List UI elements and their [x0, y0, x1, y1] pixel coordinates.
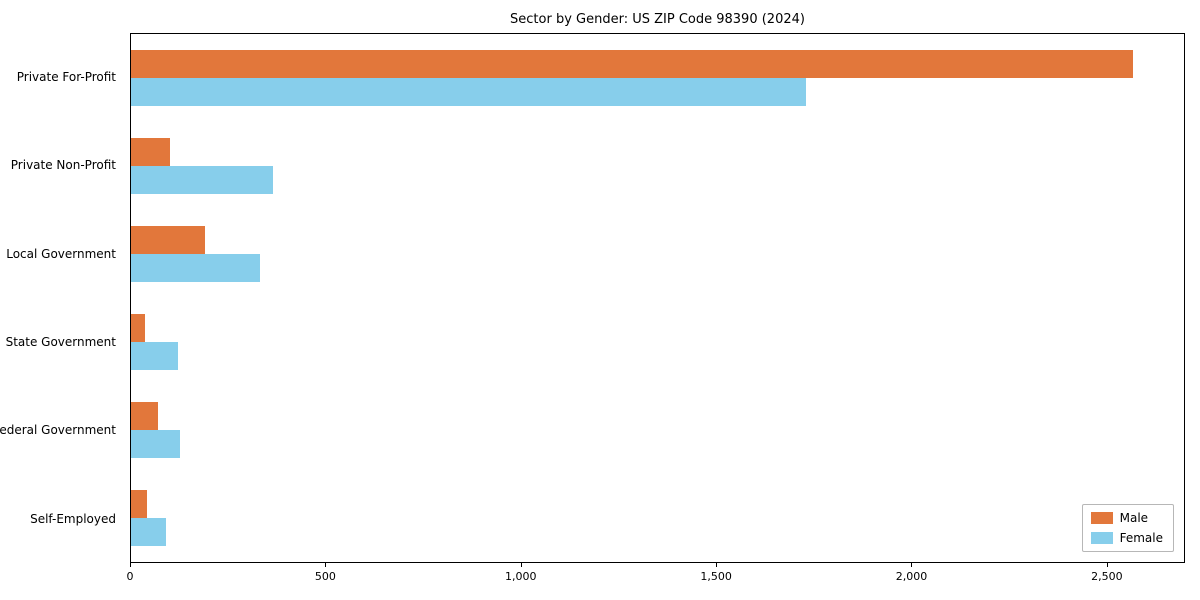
- legend-label-male: Male: [1119, 511, 1149, 525]
- bar-female-5: [131, 518, 167, 546]
- y-tick-label: Federal Government: [0, 423, 116, 438]
- category-row: [131, 298, 1184, 386]
- x-axis: 0 500 1,000 1,500 2,000 2,500: [126, 563, 1185, 593]
- category-row: [131, 386, 1184, 474]
- category-row: [131, 210, 1184, 298]
- x-tick-label: 1,000: [504, 570, 537, 583]
- bar-male-1: [131, 138, 170, 166]
- x-tick-mark: [911, 563, 913, 567]
- legend-entry-female: Female: [1090, 531, 1163, 545]
- x-tick-label: 0: [126, 570, 134, 583]
- y-tick-label: Local Government: [6, 246, 116, 261]
- y-tick-label: Private Non-Profit: [10, 158, 116, 173]
- bar-male-3: [131, 314, 145, 342]
- x-tick-mark: [325, 563, 327, 567]
- x-tick-label: 2,500: [1091, 570, 1123, 583]
- legend-entry-male: Male: [1090, 511, 1163, 525]
- x-tick-label: 500: [314, 570, 336, 583]
- y-tick-label: Self-Employed: [30, 511, 116, 526]
- male-color-swatch: [1090, 512, 1113, 524]
- bar-male-5: [131, 490, 147, 518]
- bar-female-0: [131, 78, 806, 106]
- x-tick-mark: [130, 563, 131, 567]
- female-color-swatch: [1090, 532, 1113, 544]
- y-axis-labels: Private For-Profit Private Non-Profit Loca…: [0, 33, 124, 563]
- category-row: [131, 122, 1184, 210]
- bar-female-2: [131, 254, 260, 282]
- bar-male-0: [131, 50, 1134, 78]
- bar-female-3: [131, 342, 178, 370]
- bar-male-2: [131, 226, 206, 254]
- chart-title: Sector by Gender: US ZIP Code 98390 (202…: [510, 12, 805, 27]
- x-tick-label: 2,000: [895, 570, 928, 583]
- y-tick-label: Private For-Profit: [16, 70, 116, 85]
- x-tick-label: 1,500: [700, 570, 732, 583]
- bar-female-1: [131, 166, 274, 194]
- x-tick-mark: [520, 563, 522, 567]
- bar-male-4: [131, 402, 159, 430]
- bar-female-4: [131, 430, 180, 458]
- x-tick-mark: [716, 563, 718, 567]
- legend: Male Female: [1081, 504, 1174, 552]
- x-tick-mark: [1106, 563, 1108, 567]
- legend-label-female: Female: [1119, 531, 1163, 545]
- plot-area: Male Female: [130, 33, 1185, 563]
- category-row: [131, 474, 1184, 562]
- category-row: [131, 34, 1184, 122]
- y-tick-label: State Government: [5, 335, 116, 350]
